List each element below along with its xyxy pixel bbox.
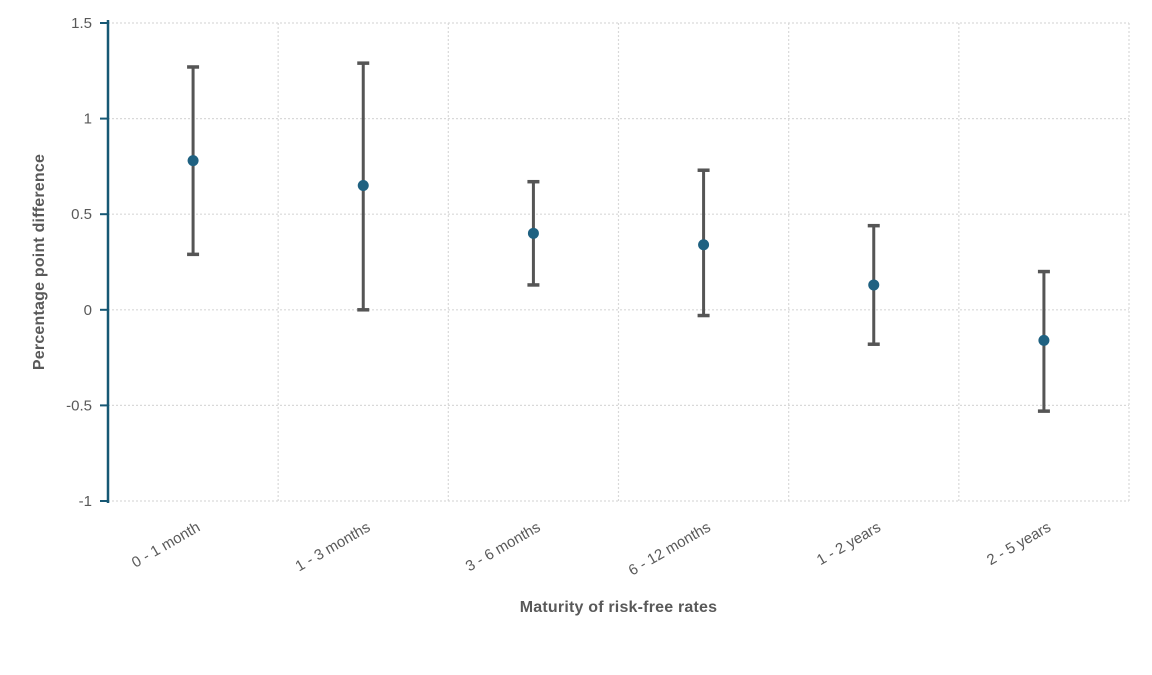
x-tick-label: 0 - 1 month [129,519,203,572]
y-tick-label: 0 [84,302,92,319]
data-point-marker [868,279,880,291]
y-tick-label: -0.5 [66,397,92,414]
data-point-marker [187,155,199,167]
x-tick-label: 3 - 6 months [463,519,544,575]
y-tick-label: 0.5 [71,206,92,223]
data-point-marker [698,239,710,251]
x-tick-label: 6 - 12 months [626,519,714,580]
x-tick-label: 1 - 2 years [814,519,884,569]
x-tick-label: 1 - 3 months [293,519,374,575]
x-tick-label: 2 - 5 years [984,519,1054,569]
y-axis-title: Percentage point difference [31,153,48,371]
data-point-marker [1038,334,1050,346]
data-point-marker [527,227,539,239]
x-axis-title: Maturity of risk-free rates [519,599,718,616]
y-tick-label: 1.5 [71,15,92,32]
data-point-marker [357,180,369,192]
y-tick-label: 1 [84,111,92,128]
y-tick-label: -1 [79,493,92,510]
